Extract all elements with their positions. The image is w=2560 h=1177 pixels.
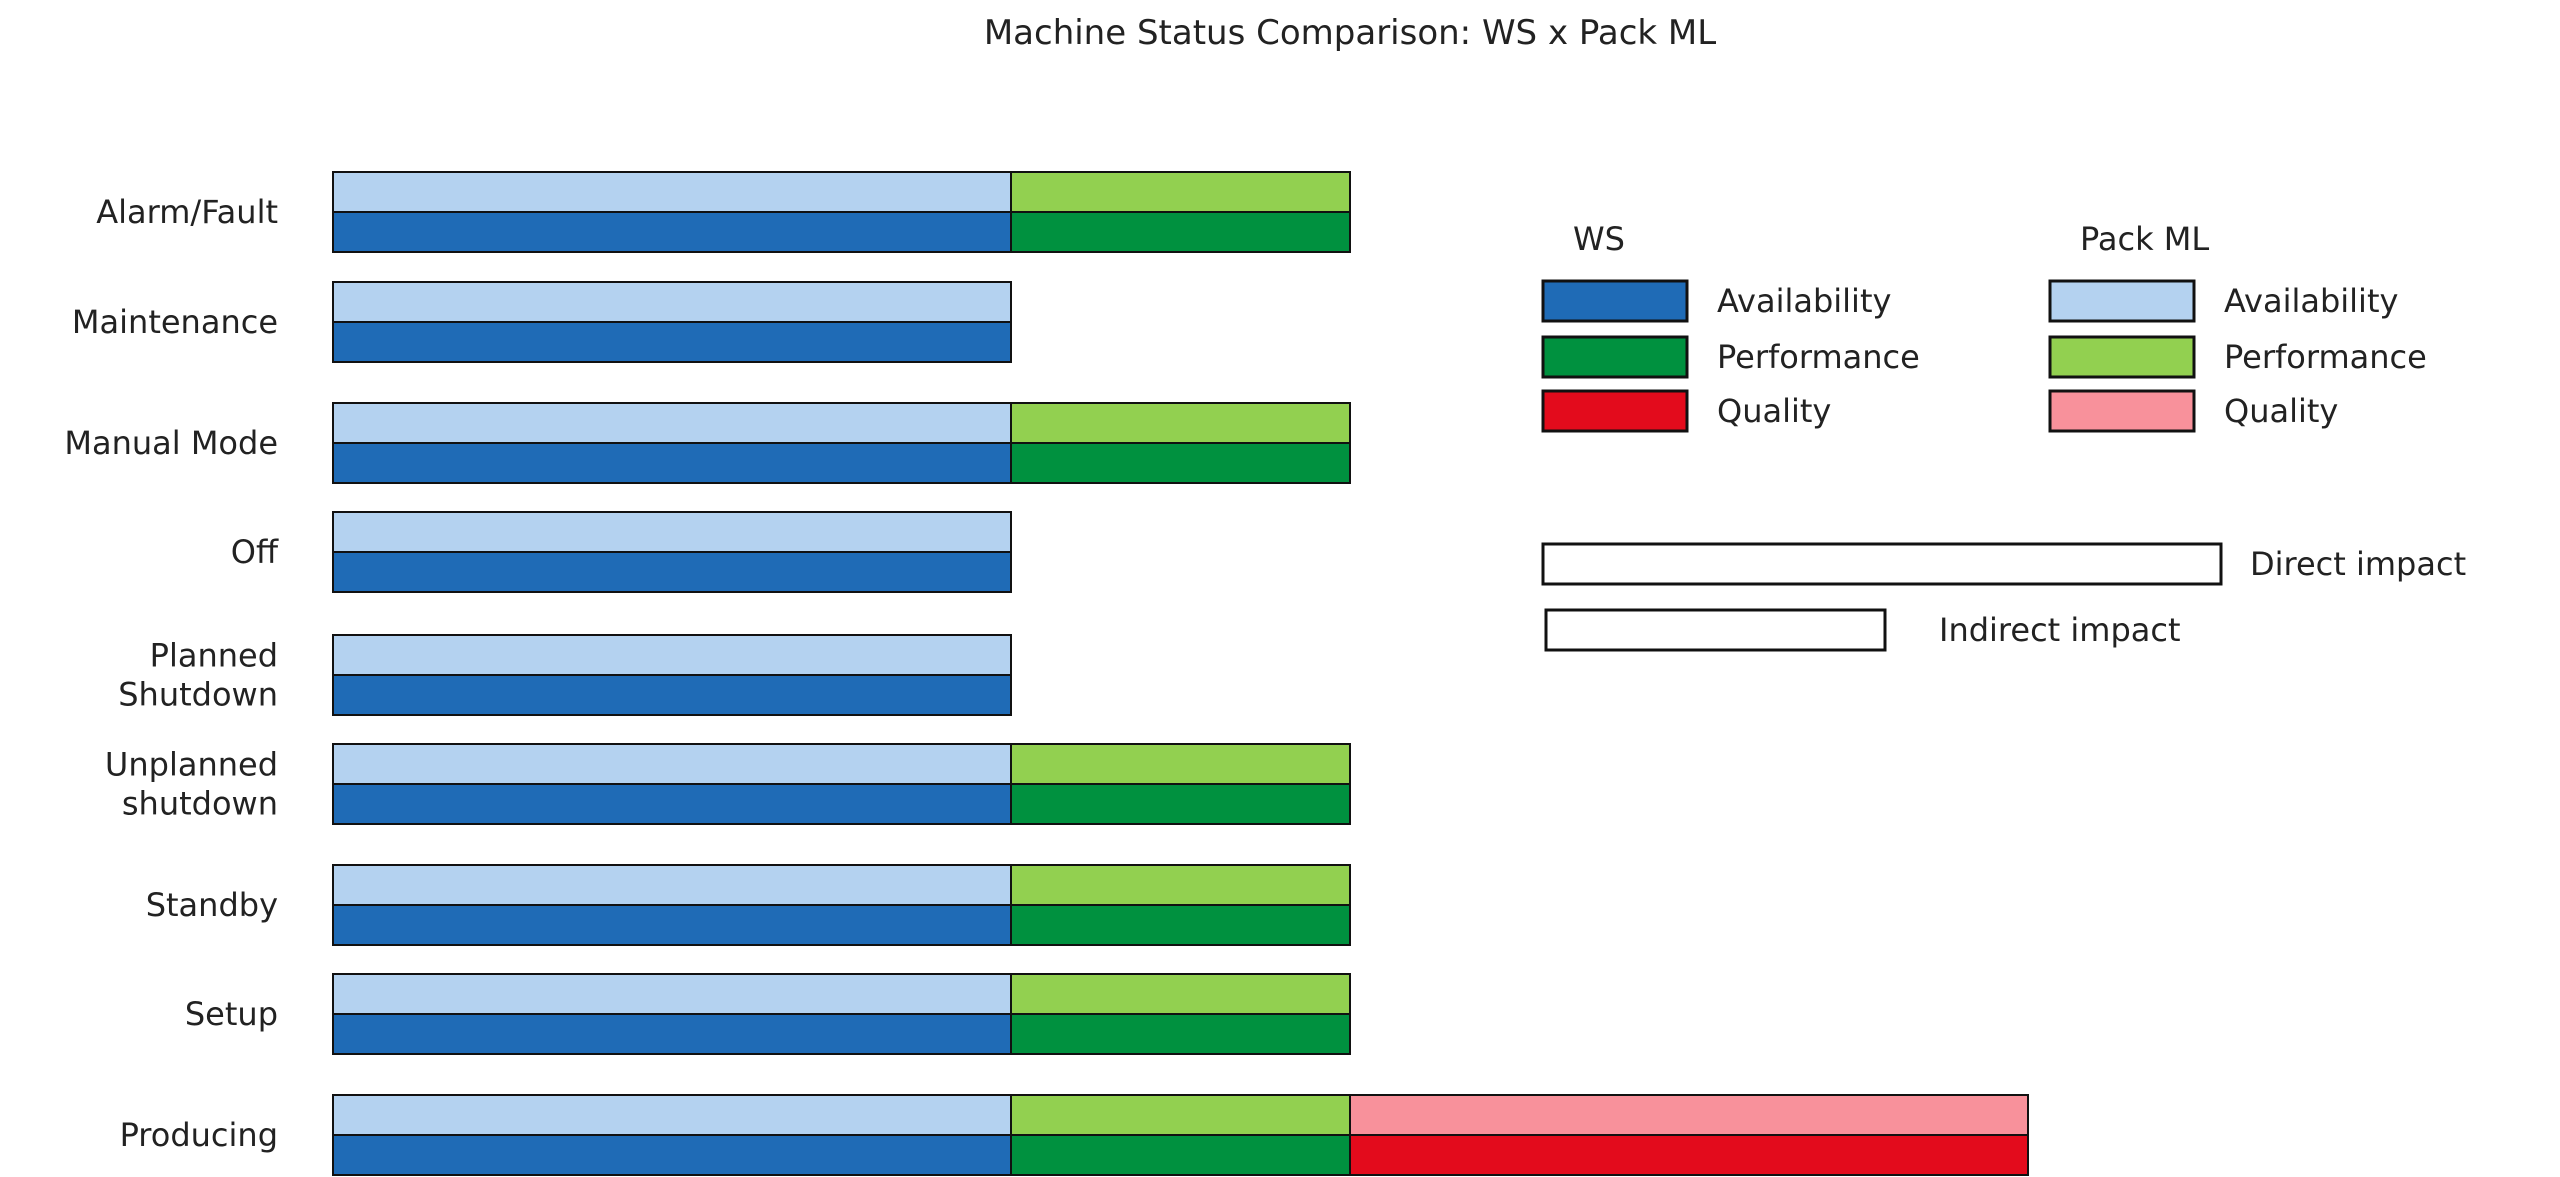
- category-label-alarm-fault: Alarm/Fault: [96, 193, 278, 231]
- legend-label-pack-ml-quality: Quality: [2224, 392, 2338, 430]
- bar-off-ws-availability: [332, 551, 1012, 593]
- bar-setup-pack-ml-performance: [1010, 973, 1351, 1015]
- bar-manual-mode-ws-availability: [332, 442, 1012, 484]
- legend-impact-label-direct: Direct impact: [2250, 545, 2466, 583]
- category-label-unplanned-shutdown: shutdown: [122, 785, 278, 823]
- legend-swatch-pack-ml-performance: [2048, 335, 2196, 379]
- legend-label-ws-availability: Availability: [1717, 282, 1891, 320]
- bars: [332, 171, 2029, 1176]
- bar-producing-ws-performance: [1010, 1134, 1351, 1176]
- bar-alarm-fault-pack-ml-availability: [332, 171, 1012, 213]
- bar-manual-mode-ws-performance: [1010, 442, 1351, 484]
- bar-standby-ws-performance: [1010, 904, 1351, 946]
- category-label-standby: Standby: [146, 886, 278, 924]
- bar-standby-pack-ml-performance: [1010, 864, 1351, 906]
- legend-impact-box-indirect: [1544, 608, 1887, 652]
- bar-unplanned-shutdown-ws-performance: [1010, 783, 1351, 825]
- bar-maintenance-pack-ml-availability: [332, 281, 1012, 323]
- bar-producing-ws-availability: [332, 1134, 1012, 1176]
- bar-unplanned-shutdown-pack-ml-availability: [332, 743, 1012, 785]
- legend-title-pack-ml: Pack ML: [2080, 220, 2209, 258]
- legend-label-ws-performance: Performance: [1717, 338, 1920, 376]
- bar-producing-pack-ml-availability: [332, 1094, 1012, 1136]
- category-label-planned-shutdown: Planned: [150, 637, 278, 675]
- legend: WS Availability Performance Quality Pack ML A…: [1541, 220, 2466, 652]
- bar-producing-pack-ml-performance: [1010, 1094, 1351, 1136]
- legend-label-ws-quality: Quality: [1717, 392, 1831, 430]
- category-label-producing: Producing: [120, 1116, 278, 1154]
- category-label-planned-shutdown: Shutdown: [118, 676, 278, 714]
- bar-maintenance-ws-availability: [332, 321, 1012, 363]
- legend-swatch-ws-performance: [1541, 335, 1689, 379]
- bar-standby-ws-availability: [332, 904, 1012, 946]
- legend-swatch-pack-ml-availability: [2048, 279, 2196, 323]
- bar-off-pack-ml-availability: [332, 511, 1012, 553]
- chart-title: Machine Status Comparison: WS x Pack ML: [984, 13, 1716, 53]
- legend-swatch-pack-ml-quality: [2048, 389, 2196, 433]
- category-label-manual-mode: Manual Mode: [64, 424, 278, 462]
- legend-title-ws: WS: [1573, 220, 1625, 258]
- bar-alarm-fault-ws-availability: [332, 211, 1012, 253]
- legend-label-pack-ml-performance: Performance: [2224, 338, 2427, 376]
- bar-standby-pack-ml-availability: [332, 864, 1012, 906]
- bar-planned-shutdown-pack-ml-availability: [332, 634, 1012, 676]
- legend-impact-label-indirect: Indirect impact: [1939, 611, 2181, 649]
- bar-planned-shutdown-ws-availability: [332, 674, 1012, 716]
- bar-setup-pack-ml-availability: [332, 973, 1012, 1015]
- legend-impact-box-direct: [1541, 542, 2223, 586]
- category-label-maintenance: Maintenance: [72, 303, 278, 341]
- bar-unplanned-shutdown-ws-availability: [332, 783, 1012, 825]
- legend-label-pack-ml-availability: Availability: [2224, 282, 2398, 320]
- bar-alarm-fault-pack-ml-performance: [1010, 171, 1351, 213]
- bar-setup-ws-performance: [1010, 1013, 1351, 1055]
- bar-unplanned-shutdown-pack-ml-performance: [1010, 743, 1351, 785]
- category-label-setup: Setup: [185, 995, 278, 1033]
- bar-producing-ws-quality: [1349, 1134, 2029, 1176]
- bar-alarm-fault-ws-performance: [1010, 211, 1351, 253]
- bar-producing-pack-ml-quality: [1349, 1094, 2029, 1136]
- category-label-unplanned-shutdown: Unplanned: [105, 746, 278, 784]
- legend-swatch-ws-quality: [1541, 389, 1689, 433]
- category-label-off: Off: [231, 533, 279, 571]
- bar-manual-mode-pack-ml-availability: [332, 402, 1012, 444]
- bar-setup-ws-availability: [332, 1013, 1012, 1055]
- category-labels: Alarm/Fault Maintenance Manual Mode Off Plan…: [64, 193, 279, 1154]
- bar-manual-mode-pack-ml-performance: [1010, 402, 1351, 444]
- legend-swatch-ws-availability: [1541, 279, 1689, 323]
